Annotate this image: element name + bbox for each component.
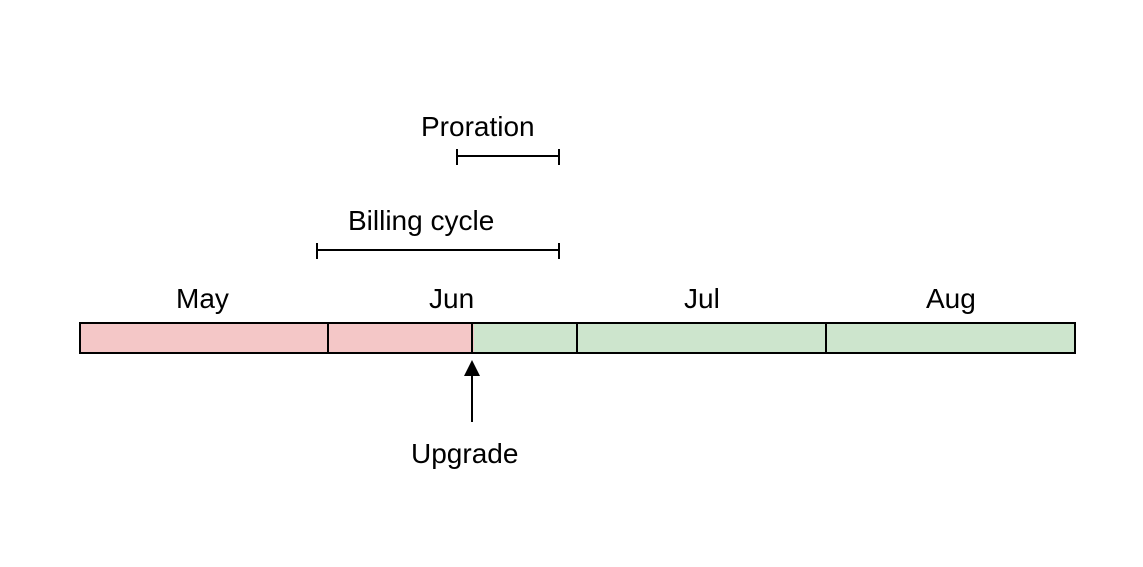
divider-may-jun <box>327 322 329 354</box>
upgrade-label: Upgrade <box>411 438 518 470</box>
segment-may <box>81 324 330 352</box>
upgrade-arrow-line <box>471 376 473 422</box>
segment-jul <box>579 324 828 352</box>
proration-label: Proration <box>421 111 535 143</box>
upgrade-arrow-head <box>464 360 480 376</box>
billing-cycle-label: Billing cycle <box>348 205 494 237</box>
segment-jun-after-upgrade <box>474 324 579 352</box>
month-jun: Jun <box>429 283 474 315</box>
month-jul: Jul <box>684 283 720 315</box>
proration-bracket <box>456 155 560 157</box>
month-aug: Aug <box>926 283 976 315</box>
divider-upgrade <box>471 322 473 354</box>
billing-cycle-bracket <box>316 249 560 251</box>
divider-jul-aug <box>825 322 827 354</box>
month-may: May <box>176 283 229 315</box>
divider-jun-jul <box>576 322 578 354</box>
diagram-container: Proration Billing cycle May Jun Jul Aug … <box>0 0 1143 567</box>
segment-jun-before-upgrade <box>330 324 474 352</box>
segment-aug <box>828 324 1074 352</box>
